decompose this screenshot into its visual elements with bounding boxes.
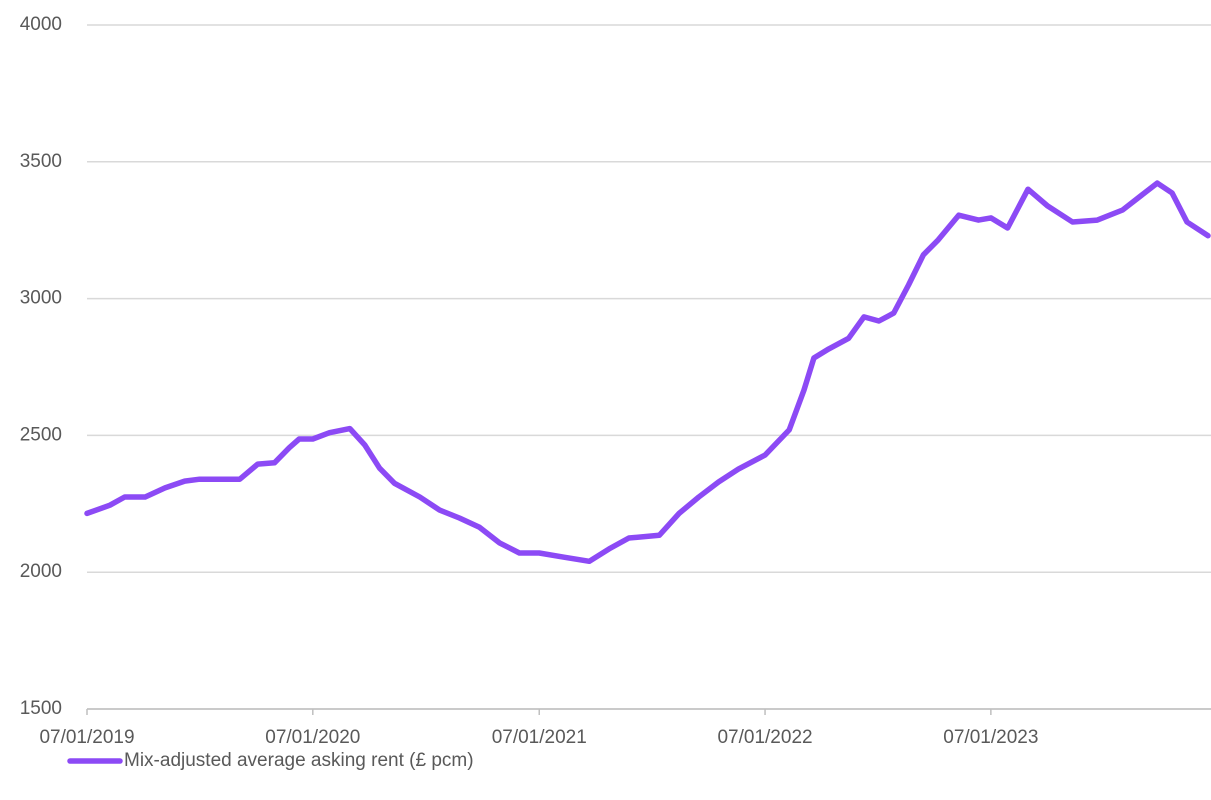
- y-tick-label: 4000: [20, 14, 62, 35]
- x-tick-label: 07/01/2023: [943, 727, 1038, 748]
- data-line: [84, 180, 1211, 565]
- y-tick-label: 1500: [20, 698, 62, 719]
- x-tick-label: 07/01/2019: [39, 727, 134, 748]
- legend-label: Mix-adjusted average asking rent (£ pcm): [124, 750, 474, 771]
- y-tick-label: 2000: [20, 561, 62, 582]
- y-tick-label: 3500: [20, 151, 62, 172]
- y-tick-label: 3000: [20, 288, 62, 309]
- y-tick-label: 2500: [20, 424, 62, 445]
- x-tick-label: 07/01/2021: [492, 727, 587, 748]
- x-tick-label: 07/01/2022: [717, 727, 812, 748]
- x-tick-label: 07/01/2020: [265, 727, 360, 748]
